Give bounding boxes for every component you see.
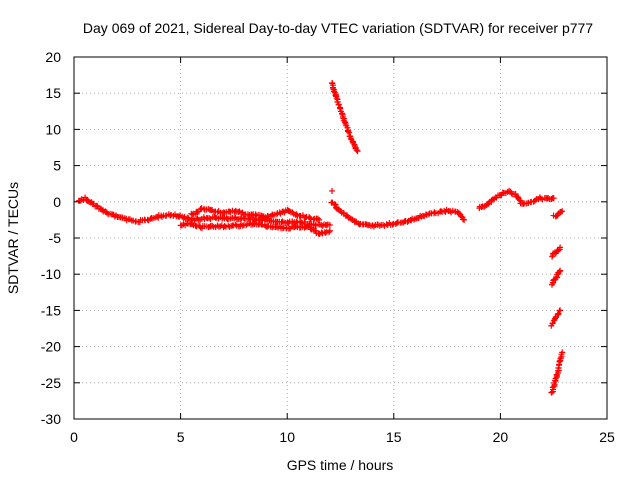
data-point [354,148,361,155]
data-point [550,195,557,202]
data-point [410,216,417,223]
data-point [326,221,333,228]
data-point [548,389,555,396]
y-tick-label: 5 [53,158,61,174]
y-tick-label: -10 [41,266,61,282]
y-tick-label: 20 [45,49,61,65]
data-point [240,214,247,221]
series-10 [548,307,564,329]
y-axis-label: SDTVAR / TECUs [5,182,21,294]
data-point [345,128,352,135]
y-axis-ticks: 20 15 10 5 0 -5 -10 -15 -20 -25 -30 [41,49,607,427]
data-point [316,216,323,223]
data-point [322,229,329,236]
x-tick-label: 15 [386,429,402,445]
data-point [144,216,151,223]
data-point [555,310,562,317]
y-tick-label: -20 [41,339,61,355]
series-11 [548,349,566,396]
data-point [326,229,333,236]
x-tick-label: 20 [493,429,509,445]
data-point [559,349,566,356]
data-point [461,216,468,223]
data-point [559,208,566,215]
data-point [516,197,523,204]
data-point [231,215,238,222]
series-4 [328,187,335,194]
grid [74,57,607,419]
data-point [328,187,335,194]
data-point [335,101,342,108]
x-axis-label: GPS time / hours [287,457,394,473]
x-tick-label: 0 [70,429,78,445]
data-point [557,267,564,274]
data-point [549,320,556,327]
y-tick-label: -5 [49,230,62,246]
x-axis-ticks: 0 5 10 15 20 25 [70,57,615,445]
series-5 [328,199,468,230]
data-point [232,221,239,228]
data-point [293,211,300,218]
data-point [314,215,321,222]
series-9 [548,267,564,288]
data-point [326,227,333,234]
series-7 [550,208,566,220]
series-2 [188,205,323,223]
data-point [248,212,255,219]
data-point [252,211,259,218]
chart-title: Day 069 of 2021, Sidereal Day-to-day VTE… [83,20,593,36]
x-tick-label: 25 [599,429,615,445]
data-point [333,95,340,102]
data-point [319,222,326,229]
data-point [330,88,337,95]
data-point [189,211,196,218]
data-point [214,209,221,216]
data-point [307,215,314,222]
data-point [425,211,432,218]
data-marks [75,79,566,396]
data-point [557,307,564,314]
y-tick-label: 15 [45,85,61,101]
y-tick-label: -25 [41,375,61,391]
data-point [286,208,293,215]
x-tick-label: 10 [279,429,295,445]
data-point [77,197,84,204]
data-point [189,220,196,227]
data-point [93,202,100,209]
series-8 [549,244,564,260]
data-point [331,201,338,208]
x-tick-label: 5 [177,429,185,445]
y-tick-label: 0 [53,194,61,210]
y-tick-label: 10 [45,121,61,137]
data-point [337,105,344,112]
data-point [383,221,390,228]
series-3 [329,79,361,155]
series-6 [476,187,557,212]
series-1 [177,220,333,238]
y-tick-label: -15 [41,302,61,318]
data-point [431,209,438,216]
data-point [557,244,564,251]
y-tick-label: -30 [41,411,61,427]
data-point [353,146,360,153]
data-point [558,208,565,215]
